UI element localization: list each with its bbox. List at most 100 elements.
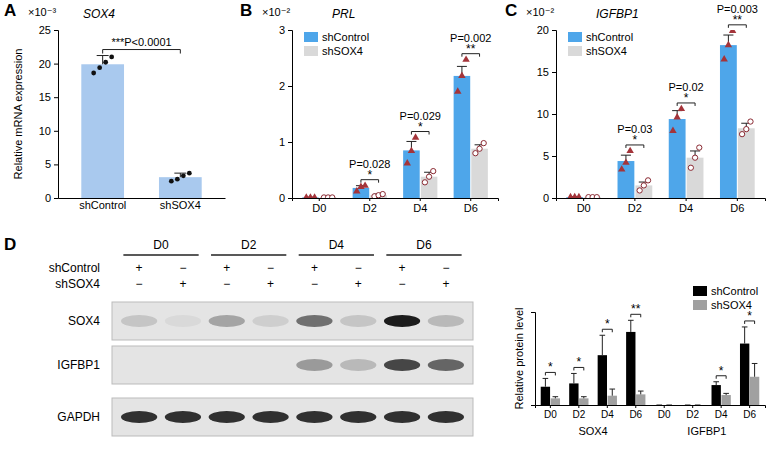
axis-line	[552, 31, 557, 199]
legend-swatch	[304, 32, 318, 42]
group-label: SOX4	[578, 425, 607, 437]
data-point	[109, 54, 114, 59]
tick-mark	[578, 405, 579, 408]
tick: D0	[312, 198, 326, 214]
bar	[159, 177, 202, 198]
treatment-label: shSOX4	[55, 277, 100, 291]
bar	[669, 119, 686, 198]
treatment-sign: +	[399, 261, 406, 275]
data-point	[454, 87, 461, 93]
condition-label: D4	[329, 238, 345, 252]
error-bar	[638, 391, 644, 394]
tick-mark	[288, 86, 292, 87]
axis-line	[536, 406, 766, 409]
plot-marks	[81, 54, 201, 198]
bar	[618, 161, 635, 198]
tick: 20	[537, 24, 556, 36]
panel-letter: B	[240, 1, 252, 20]
data-point	[622, 158, 629, 164]
bar	[541, 387, 550, 405]
data-point	[744, 126, 749, 131]
tick-label: D6	[464, 202, 478, 214]
bar	[740, 344, 749, 405]
bar	[598, 355, 607, 405]
blot-band	[340, 411, 376, 423]
treatment-sign: −	[355, 261, 362, 275]
data-point	[169, 179, 174, 184]
legend-label: shSOX4	[586, 45, 627, 57]
data-point	[431, 168, 436, 173]
error-bar	[97, 56, 109, 65]
y-axis	[531, 313, 536, 406]
data-point	[720, 55, 727, 61]
tick-mark	[607, 405, 608, 408]
blot-band	[428, 359, 464, 371]
error-bar	[666, 405, 672, 406]
bar	[721, 395, 730, 405]
error-bar	[723, 393, 729, 395]
y-axis: 05101520	[537, 24, 557, 204]
chart-panel: B×10⁻²PRL0123D0D2D4D6*P=0.028*P=0.029**P…	[240, 1, 499, 214]
data-point	[422, 180, 427, 185]
tick: D6	[743, 405, 756, 420]
p-value: P=0.029	[400, 110, 441, 122]
chart-title: PRL	[332, 7, 355, 21]
tick: 15	[39, 91, 58, 103]
blot-background	[112, 302, 473, 340]
tick-mark	[54, 64, 58, 65]
data-point	[103, 60, 108, 65]
data-point	[462, 55, 469, 61]
data-point	[618, 165, 625, 171]
data-point	[404, 159, 411, 165]
plot-marks	[566, 30, 754, 198]
tick: D2	[572, 405, 585, 420]
bar	[655, 405, 664, 406]
tick-label: D0	[577, 202, 591, 214]
tick: 15	[537, 66, 556, 78]
tick: D6	[464, 198, 478, 214]
blot-band	[296, 359, 332, 371]
tick-mark	[54, 97, 58, 98]
condition-underline	[299, 254, 374, 256]
condition-underline	[211, 254, 286, 256]
tick-label: 25	[39, 24, 51, 36]
data-point	[473, 151, 478, 156]
tick: 2	[279, 80, 292, 92]
treatment-sign: +	[442, 277, 449, 291]
tick-label: D4	[601, 409, 614, 420]
blot-band	[121, 411, 157, 423]
data-point	[729, 30, 736, 33]
legend-swatch	[693, 300, 707, 310]
y-axis-title: Relative protein level	[513, 307, 525, 409]
x-axis: D0D2D4D6D0D2D4D6	[536, 405, 766, 420]
data-point	[678, 105, 685, 111]
chart-title: SOX4	[83, 7, 115, 21]
bar	[81, 64, 124, 198]
y-axis: 0123	[279, 24, 293, 204]
tick-mark	[550, 405, 551, 408]
condition-label: D6	[416, 238, 432, 252]
blot-band	[296, 411, 332, 423]
bar	[712, 385, 721, 405]
blot-band	[384, 359, 420, 371]
tick: D6	[629, 405, 642, 420]
tick-label: D2	[572, 409, 585, 420]
legend: shControlshSOX4	[693, 285, 758, 311]
tick-label: 20	[39, 58, 51, 70]
tick-label: D0	[658, 409, 671, 420]
treatment-sign: −	[311, 277, 318, 291]
chart-title: IGFBP1	[596, 7, 639, 21]
tick-mark	[288, 30, 292, 31]
error-bar	[752, 363, 758, 376]
error-bar	[628, 320, 634, 332]
bar	[720, 45, 737, 198]
tick: 0	[543, 192, 556, 204]
data-point	[330, 195, 335, 198]
blot-band	[165, 359, 201, 371]
data-point	[426, 174, 431, 179]
legend: shControlshSOX4	[304, 31, 369, 57]
bar	[579, 398, 588, 405]
y-axis-title: Relative mRNA expression	[12, 49, 24, 180]
blot-band	[209, 359, 245, 371]
treatment-sign: −	[179, 261, 186, 275]
